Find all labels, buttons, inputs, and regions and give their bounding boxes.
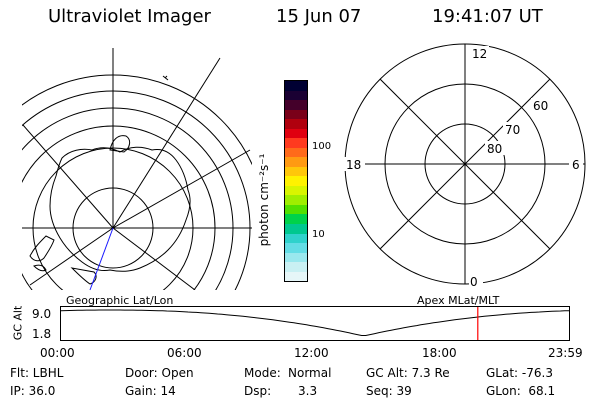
dsp-value: 3.3	[298, 384, 318, 398]
timeline-ymax: 9.0	[32, 307, 52, 321]
time-label: 19:41:07 UT	[432, 6, 543, 27]
color-scale-segment	[285, 100, 307, 110]
timeline-frame	[60, 306, 570, 341]
meridian	[29, 227, 114, 286]
lat-label-80: 80	[487, 142, 502, 156]
mlt-label-6: 6	[572, 158, 580, 172]
timeline-tick-0: 00:00	[40, 346, 75, 360]
timeline-tick-1: 06:00	[167, 346, 202, 360]
polar-mlt-plot: 12 18 6 0 60 70 80	[343, 43, 586, 289]
polar-diagonal	[379, 78, 551, 250]
color-scale-segment	[285, 109, 307, 120]
color-scale-segment	[285, 138, 307, 148]
colorbar-unit-label: photon cm⁻²s⁻¹	[257, 153, 271, 247]
colorbar-tick-10: 10	[312, 229, 325, 240]
color-scale-segment	[285, 128, 307, 139]
coastline	[70, 267, 97, 285]
color-scale-segment	[285, 204, 307, 215]
mlt-label-0: 0	[470, 275, 478, 289]
timeline-tick-3: 18:00	[422, 346, 457, 360]
door-info: Door: Open	[125, 366, 194, 380]
meridian	[22, 124, 114, 229]
seq-info: Seq: 39	[366, 384, 412, 398]
timeline-tick-4: 23:59	[548, 346, 583, 360]
timeline-right-label: Apex MLat/MLT	[417, 294, 500, 307]
mlt-label-18: 18	[346, 158, 361, 172]
geographic-map	[22, 48, 252, 291]
mlt-label-12: 12	[472, 47, 487, 61]
color-scale-segment	[285, 271, 307, 282]
color-scale-segment	[285, 147, 307, 158]
timeline-ymin: 1.8	[32, 327, 52, 341]
ip-info: IP: 36.0	[10, 384, 56, 398]
filter-info: Flt: LBHL	[10, 366, 64, 380]
glon-info: GLon: 68.1	[486, 384, 556, 398]
lat-label-60: 60	[533, 99, 548, 113]
instrument-title: Ultraviolet Imager	[48, 6, 211, 27]
coastline	[29, 235, 55, 262]
mode-label: Mode:	[244, 366, 281, 380]
color-scale-bar	[284, 80, 308, 282]
gc-alt-info: GC Alt: 7.3 Re	[366, 366, 450, 380]
mode-value: Normal	[288, 366, 332, 380]
color-scale-segment	[285, 195, 307, 205]
meridian	[112, 149, 251, 229]
gain-info: Gain: 14	[125, 384, 176, 398]
timeline-left-label: Geographic Lat/Lon	[66, 294, 174, 307]
satellite-track	[89, 227, 114, 291]
timeline-plot	[60, 306, 570, 341]
sun-marker	[162, 75, 169, 81]
altitude-curve	[60, 309, 570, 336]
coastline	[33, 264, 47, 272]
lat-label-70: 70	[505, 123, 520, 137]
glat-info: GLat: -76.3	[486, 366, 553, 380]
color-scale-segment	[285, 214, 307, 224]
colorbar-tick-100: 100	[312, 141, 332, 152]
meridian	[112, 227, 196, 290]
color-scale-segment	[285, 243, 307, 253]
timeline-ylabel: GC Alt	[11, 305, 25, 341]
color-scale-segment	[285, 81, 307, 91]
timeline-tick-2: 12:00	[294, 346, 329, 360]
color-scale-segment	[285, 157, 307, 167]
color-scale-segment	[285, 262, 307, 272]
dsp-label: Dsp:	[244, 384, 272, 398]
coastline	[109, 135, 131, 153]
color-scale-segment	[285, 176, 307, 186]
color-scale-segment	[285, 166, 307, 177]
color-scale-segment	[285, 185, 307, 196]
meridian	[112, 57, 221, 229]
color-scale-segment	[285, 223, 307, 234]
color-scale-segment	[285, 119, 307, 129]
date-label: 15 Jun 07	[276, 6, 362, 27]
coastline	[49, 146, 191, 272]
color-scale-segment	[285, 90, 307, 101]
color-scale-segment	[285, 252, 307, 263]
color-scale-segment	[285, 233, 307, 244]
